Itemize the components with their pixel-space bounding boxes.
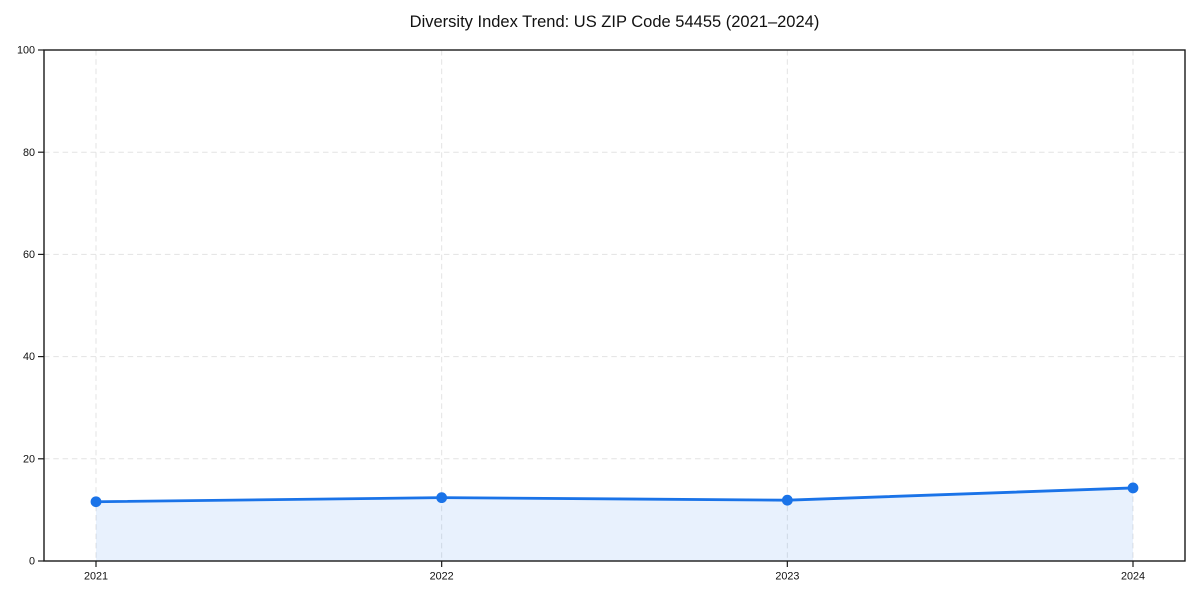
trend-line: [94, 486, 1135, 504]
plot-border: [43, 49, 1186, 562]
data-point-marker: [90, 496, 102, 508]
x-tick-label: 2024: [1121, 571, 1145, 583]
y-tick-label: 80: [23, 147, 35, 159]
data-point-markers: [90, 482, 1139, 508]
x-tick-labels: 2021 2022 2023 2024: [84, 571, 1145, 583]
y-tick-label: 60: [23, 249, 35, 261]
series-line: [94, 486, 1135, 504]
data-point-marker: [1127, 482, 1139, 494]
chart-title: Diversity Index Trend: US ZIP Code 54455…: [410, 13, 820, 31]
gridlines: [44, 50, 1185, 561]
area-fill: [96, 487, 1133, 561]
x-tick-label: 2021: [84, 571, 108, 583]
x-tick-label: 2023: [775, 571, 799, 583]
y-tick-labels: 0 20 40 60 80 100: [17, 45, 35, 568]
axis-tick-marks: [38, 49, 1134, 567]
data-point-marker: [436, 492, 448, 504]
y-tick-label: 100: [17, 45, 35, 57]
y-tick-label: 20: [23, 453, 35, 465]
data-point-marker: [781, 494, 793, 506]
y-tick-label: 0: [29, 556, 35, 568]
series-area-fill: [96, 487, 1133, 561]
x-tick-label: 2022: [430, 571, 454, 583]
y-tick-label: 40: [23, 351, 35, 363]
